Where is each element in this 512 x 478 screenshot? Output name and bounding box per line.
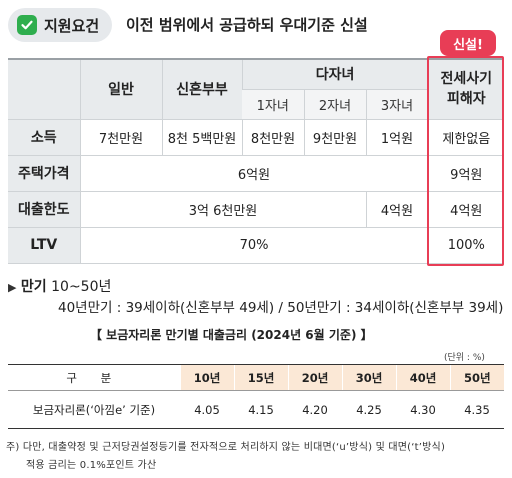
- row-label: 대출한도: [8, 191, 80, 228]
- col-child1: 1자녀: [242, 89, 304, 120]
- row-label: 소득: [8, 119, 80, 156]
- year-header: 40년: [395, 364, 450, 391]
- col-victim: 전세사기 피해자: [427, 58, 505, 120]
- rate-value: 4.05: [180, 390, 234, 429]
- footnote-line-1: 주) 다만, 대출약정 및 근저당권설정등기를 전자적으로 처리하지 않는 비대…: [6, 442, 446, 453]
- limit-common: 3억 6천만원: [79, 191, 366, 228]
- col-child2: 2자녀: [303, 89, 366, 120]
- rates-table: 구 분 10년 15년 20년 30년 40년 50년 보금자리론(‘아낌e’ …: [8, 364, 504, 429]
- requirements-table: 일반 신혼부부 다자녀 전세사기 피해자 1자녀 2자녀 3자녀 소득 7천만원…: [8, 58, 505, 264]
- badge-label: 지원요건: [44, 16, 100, 35]
- maturity-range: 10~50년: [46, 279, 112, 295]
- unit-label: (단위 : %): [444, 353, 485, 363]
- maturity-line: ▶ 만기 10~50년: [8, 276, 111, 296]
- maturity-label: 만기: [20, 279, 47, 295]
- limit-victim: 4억원: [427, 191, 505, 228]
- income-victim: 제한없음: [427, 119, 505, 156]
- col-general: 일반: [79, 58, 162, 120]
- row-income: 소득 7천만원 8천 5백만원 8천만원 9천만원 1억원 제한없음: [8, 119, 505, 156]
- footnote-line-2: 적용 금리는 0.1%포인트 가산: [26, 460, 157, 471]
- rate-value: 4.30: [396, 390, 450, 429]
- check-icon: [17, 15, 37, 35]
- rate-value: 4.35: [450, 390, 504, 429]
- ltv-victim: 100%: [427, 227, 505, 264]
- col-child3: 3자녀: [365, 89, 429, 120]
- rate-value: 4.20: [288, 390, 342, 429]
- triangle-bullet-icon: ▶: [8, 281, 17, 294]
- rates-header-label: 구 분: [8, 364, 180, 391]
- income-child3: 1억원: [365, 119, 429, 156]
- row-price: 주택가격 6억원 9억원: [8, 155, 505, 192]
- income-newlywed: 8천 5백만원: [161, 119, 242, 156]
- rate-value: 4.15: [234, 390, 288, 429]
- ltv-common: 70%: [79, 227, 429, 264]
- year-header: 50년: [449, 364, 504, 391]
- price-victim: 9억원: [427, 155, 505, 192]
- income-child2: 9천만원: [303, 119, 366, 156]
- limit-child3: 4억원: [365, 191, 429, 228]
- col-newlywed: 신혼부부: [161, 58, 242, 120]
- new-tag: 신설!: [440, 30, 496, 62]
- section-title: 이전 범위에서 공급하되 우대기준 신설: [126, 16, 368, 34]
- table-row: 보금자리론(‘아낌e’ 기준) 4.05 4.15 4.20 4.25 4.30…: [8, 390, 504, 429]
- corner-cell: [8, 58, 80, 120]
- income-child1: 8천만원: [241, 119, 304, 156]
- requirements-badge: 지원요건: [8, 8, 112, 42]
- year-header: 10년: [179, 364, 234, 391]
- income-general: 7천만원: [79, 119, 162, 156]
- row-ltv: LTV 70% 100%: [8, 227, 505, 264]
- rates-row-label: 보금자리론(‘아낌e’ 기준): [8, 390, 180, 429]
- col-multichild: 다자녀: [241, 58, 429, 90]
- year-header: 15년: [233, 364, 288, 391]
- year-header: 30년: [341, 364, 396, 391]
- row-limit: 대출한도 3억 6천만원 4억원 4억원: [8, 191, 505, 228]
- row-label: LTV: [8, 227, 80, 264]
- maturity-detail: 40년만기 : 39세이하(신혼부부 49세) / 50년만기 : 34세이하(…: [58, 300, 504, 316]
- row-label: 주택가격: [8, 155, 80, 192]
- year-header: 20년: [287, 364, 342, 391]
- rate-value: 4.25: [342, 390, 396, 429]
- rates-title: 【 보금자리론 만기별 대출금리 (2024년 6월 기준) 】: [90, 328, 373, 342]
- price-common: 6억원: [79, 155, 429, 192]
